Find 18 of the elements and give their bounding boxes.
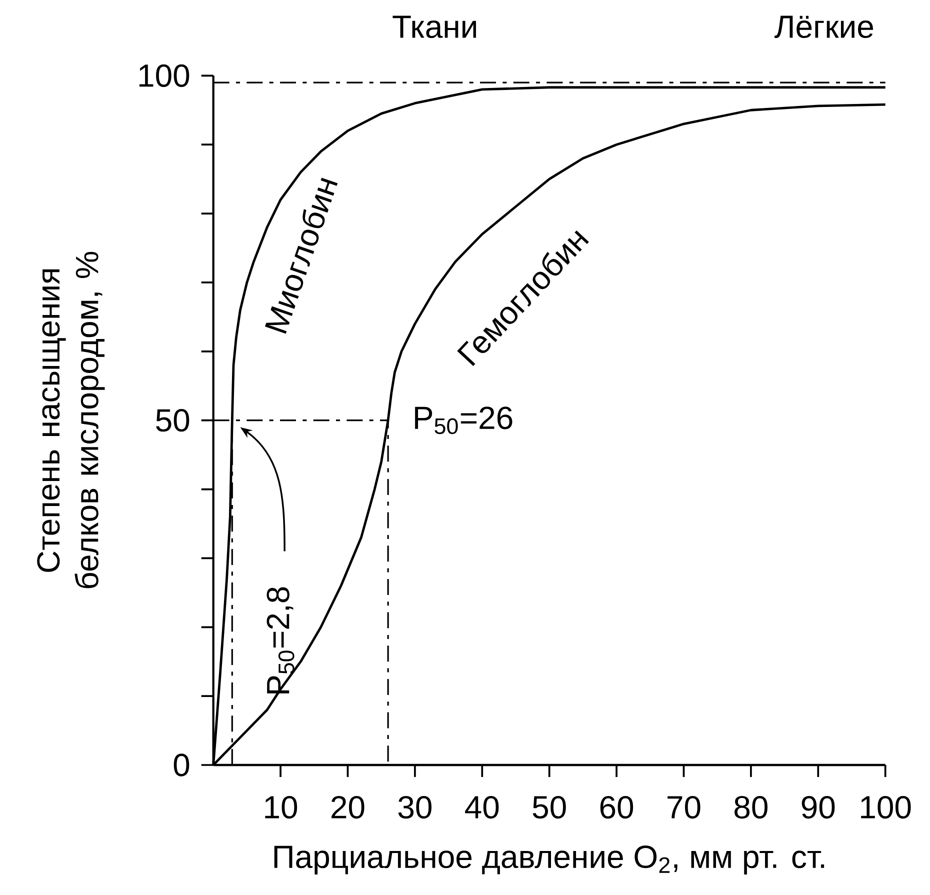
text: Ткани bbox=[392, 16, 476, 38]
x-tick-label: 70 bbox=[668, 796, 700, 819]
x-tick-label: 10 bbox=[265, 796, 298, 819]
text: Лёгкие bbox=[774, 16, 874, 38]
x-tick-label: 100 bbox=[861, 796, 911, 819]
y-tick-label: 100 bbox=[139, 64, 190, 87]
x-tick-label: 50 bbox=[532, 796, 566, 819]
annotation: P$_{50}$=26 bbox=[415, 406, 512, 434]
y-tick-label: 50 bbox=[156, 409, 190, 432]
x-tick-label: 90 bbox=[802, 796, 835, 819]
x-tick-label: 20 bbox=[332, 796, 364, 819]
x-tick-label: 30 bbox=[398, 796, 432, 819]
x-tick-label: 40 bbox=[465, 796, 499, 819]
y-tick-label: 0 bbox=[174, 754, 190, 776]
x-axis-title: Парциальное давление O$_{2}$, мм рт. ст. bbox=[274, 846, 824, 875]
x-tick-label: 80 bbox=[734, 796, 768, 819]
x-tick-label: 60 bbox=[600, 796, 634, 819]
y-axis-title: Степень насыщения белков кислородом, % bbox=[37, 252, 105, 588]
